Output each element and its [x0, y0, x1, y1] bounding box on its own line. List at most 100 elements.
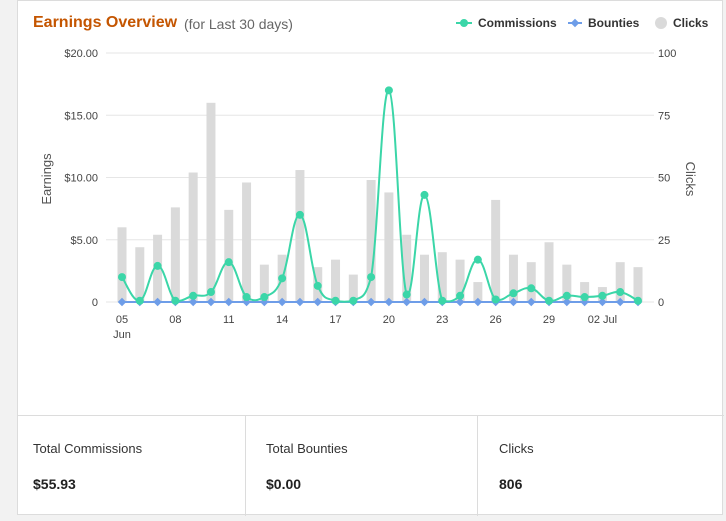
commissions-point[interactable]	[491, 295, 500, 304]
bounties-point[interactable]	[295, 297, 305, 307]
x-axis-ticks: 05 08 11 14 17 20 23 26 29 02 Jul Jun	[113, 314, 617, 341]
left-axis-tick-label: $5.00	[70, 235, 98, 247]
clicks-bar[interactable]	[455, 259, 465, 302]
clicks-bar[interactable]	[331, 259, 341, 302]
clicks-bar[interactable]	[402, 234, 412, 302]
bounties-point[interactable]	[206, 297, 216, 307]
right-axis-ticks: 100 75 50 25 0	[658, 48, 676, 309]
clicks-bar[interactable]	[473, 282, 483, 302]
commissions-point[interactable]	[206, 288, 215, 297]
commissions-point[interactable]	[509, 289, 518, 298]
bounties-point[interactable]	[455, 297, 465, 307]
commissions-point[interactable]	[295, 210, 304, 219]
stat-value-total-bounties: $0.00	[266, 476, 302, 492]
bounties-point[interactable]	[224, 297, 234, 307]
x-axis-tick-label: 14	[276, 314, 288, 326]
commissions-point[interactable]	[580, 293, 589, 302]
left-axis-tick-label: $20.00	[64, 48, 98, 60]
commissions-point[interactable]	[242, 293, 251, 302]
commissions-point[interactable]	[171, 296, 180, 305]
commissions-point[interactable]	[331, 296, 340, 305]
clicks-bar[interactable]	[206, 102, 216, 302]
bounties-point[interactable]	[615, 297, 625, 307]
legend-item-commissions[interactable]: Commissions	[456, 16, 557, 30]
bounties-point[interactable]	[384, 297, 394, 307]
clicks-bar[interactable]	[508, 254, 518, 302]
left-axis-title: Earnings	[39, 153, 54, 205]
clicks-bar[interactable]	[615, 262, 625, 302]
commissions-point[interactable]	[562, 291, 571, 300]
bounties-point[interactable]	[402, 297, 411, 307]
clicks-bar[interactable]	[117, 227, 127, 302]
right-axis-tick-label: 75	[658, 110, 670, 122]
clicks-bar[interactable]	[366, 179, 376, 302]
clicks-bar[interactable]	[419, 254, 429, 302]
bounties-point[interactable]	[366, 297, 376, 307]
clicks-bar[interactable]	[170, 207, 180, 302]
commissions-point[interactable]	[313, 281, 322, 290]
clicks-bar[interactable]	[580, 282, 590, 302]
x-axis-tick-label: 29	[543, 314, 555, 326]
commissions-point[interactable]	[527, 284, 536, 293]
clicks-bar[interactable]	[526, 262, 536, 302]
commissions-point[interactable]	[224, 258, 233, 267]
commissions-point[interactable]	[598, 291, 607, 300]
clicks-bar[interactable]	[562, 264, 572, 302]
commissions-point[interactable]	[118, 273, 126, 282]
bounties-point[interactable]	[117, 297, 127, 307]
bounties-point[interactable]	[277, 297, 287, 307]
stat-label-total-bounties: Total Bounties	[266, 441, 348, 456]
commissions-point[interactable]	[456, 291, 465, 300]
commissions-point[interactable]	[402, 290, 411, 299]
clicks-bar[interactable]	[384, 192, 394, 302]
clicks-bar[interactable]	[633, 267, 643, 302]
legend-label-clicks: Clicks	[673, 16, 709, 30]
legend-label-commissions: Commissions	[478, 16, 557, 30]
clicks-legend-icon	[655, 17, 667, 29]
right-axis-tick-label: 0	[658, 297, 664, 309]
legend-item-clicks[interactable]: Clicks	[655, 16, 708, 30]
clicks-bar[interactable]	[188, 172, 198, 302]
bounties-point[interactable]	[509, 297, 518, 307]
clicks-bar[interactable]	[259, 264, 269, 302]
bounties-point[interactable]	[526, 297, 536, 307]
legend-label-bounties: Bounties	[588, 16, 640, 30]
commissions-point[interactable]	[153, 261, 162, 270]
commissions-point[interactable]	[634, 296, 642, 305]
commissions-point[interactable]	[420, 190, 429, 199]
bounties-point[interactable]	[473, 297, 483, 307]
legend-item-bounties[interactable]: Bounties	[568, 16, 639, 30]
clicks-bar[interactable]	[224, 209, 234, 302]
stats-divider	[18, 415, 724, 416]
stat-value-clicks: 806	[499, 476, 523, 492]
commissions-line	[121, 89, 639, 303]
bounties-point[interactable]	[313, 297, 322, 307]
bounties-point[interactable]	[153, 297, 162, 307]
stat-label-clicks: Clicks	[499, 441, 534, 456]
bounties-point[interactable]	[420, 297, 429, 307]
commissions-point[interactable]	[545, 296, 554, 305]
commissions-point[interactable]	[367, 273, 376, 282]
commissions-point[interactable]	[135, 296, 144, 305]
clicks-bar[interactable]	[491, 199, 501, 302]
commissions-point[interactable]	[260, 293, 269, 302]
x-axis-tick-label: 23	[436, 314, 448, 326]
commissions-point[interactable]	[349, 296, 358, 305]
x-axis-tick-label: 08	[169, 314, 181, 326]
commissions-point[interactable]	[616, 288, 625, 297]
commissions-point[interactable]	[278, 274, 287, 283]
clicks-bar[interactable]	[348, 274, 358, 302]
bounties-point[interactable]	[598, 297, 607, 307]
clicks-bar[interactable]	[437, 252, 447, 302]
clicks-bar[interactable]	[544, 242, 554, 302]
bounties-point[interactable]	[188, 297, 198, 307]
clicks-bar[interactable]	[295, 170, 305, 302]
right-axis-tick-label: 25	[658, 235, 670, 247]
commissions-point[interactable]	[384, 86, 393, 95]
commissions-point[interactable]	[438, 296, 447, 305]
clicks-bar[interactable]	[135, 247, 145, 302]
bounties-point[interactable]	[562, 297, 572, 307]
commissions-point[interactable]	[473, 255, 482, 264]
clicks-bar[interactable]	[242, 182, 252, 302]
commissions-point[interactable]	[189, 291, 198, 300]
